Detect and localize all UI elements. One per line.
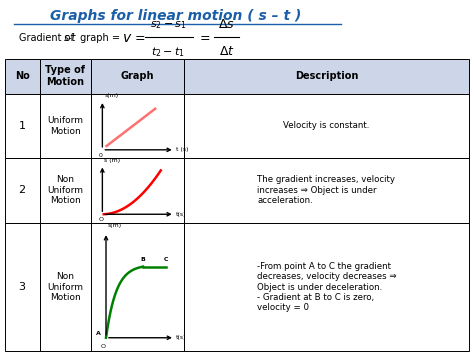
Text: Description: Description (295, 71, 358, 81)
Text: No: No (15, 71, 29, 81)
Bar (91, 158, 183, 223)
Text: s(m): s(m) (108, 223, 122, 228)
Bar (39, 223, 91, 351)
Bar (183, 94, 469, 158)
Text: 3: 3 (18, 282, 26, 292)
Bar (39, 94, 91, 158)
Text: t(s): t(s) (176, 212, 187, 217)
Bar (183, 59, 469, 94)
Text: -From point A to C the gradient
decreases, velocity decreases ⇒
Object is under : -From point A to C the gradient decrease… (256, 262, 396, 312)
Text: O: O (99, 217, 103, 222)
Text: Graph: Graph (120, 71, 154, 81)
Text: $t_{2}-t_{1}$: $t_{2}-t_{1}$ (151, 45, 185, 59)
Bar (91, 59, 183, 94)
Text: Gradient of: Gradient of (19, 33, 77, 43)
Text: t (s): t (s) (176, 147, 189, 152)
Bar (183, 223, 469, 351)
Bar (5, 94, 39, 158)
Text: B: B (141, 257, 146, 262)
Bar (39, 158, 91, 223)
Text: =: = (200, 32, 210, 45)
Text: Graphs for linear motion ( s – t ): Graphs for linear motion ( s – t ) (50, 9, 301, 23)
Text: s-t: s-t (64, 33, 76, 43)
Bar (183, 158, 469, 223)
Text: s(m): s(m) (104, 93, 118, 98)
Text: $\Delta t$: $\Delta t$ (219, 45, 235, 58)
Text: Velocity is constant.: Velocity is constant. (283, 121, 370, 130)
Bar (91, 94, 183, 158)
Text: Type of
Motion: Type of Motion (45, 65, 85, 87)
Text: C: C (164, 257, 168, 262)
Text: $v$: $v$ (122, 31, 133, 45)
Text: =: = (134, 32, 145, 45)
Text: $\Delta s$: $\Delta s$ (218, 18, 235, 31)
Text: $s_{2}-s_{1}$: $s_{2}-s_{1}$ (150, 19, 187, 31)
Text: t(s): t(s) (176, 335, 187, 340)
Bar (5, 158, 39, 223)
Text: O: O (101, 344, 106, 349)
Text: Non
Uniform
Motion: Non Uniform Motion (47, 175, 83, 205)
Bar (39, 59, 91, 94)
Text: 2: 2 (18, 185, 26, 195)
Text: s (m): s (m) (104, 158, 120, 163)
Bar (5, 223, 39, 351)
Text: The gradient increases, velocity
increases ⇒ Object is under
acceleration.: The gradient increases, velocity increas… (257, 175, 395, 205)
Bar (91, 223, 183, 351)
Text: 1: 1 (18, 121, 26, 131)
Text: 0: 0 (99, 153, 103, 158)
Text: Non
Uniform
Motion: Non Uniform Motion (47, 272, 83, 302)
Text: Uniform
Motion: Uniform Motion (47, 116, 83, 136)
Bar (5, 59, 39, 94)
Text: graph =: graph = (77, 33, 123, 43)
Text: A: A (96, 331, 101, 336)
